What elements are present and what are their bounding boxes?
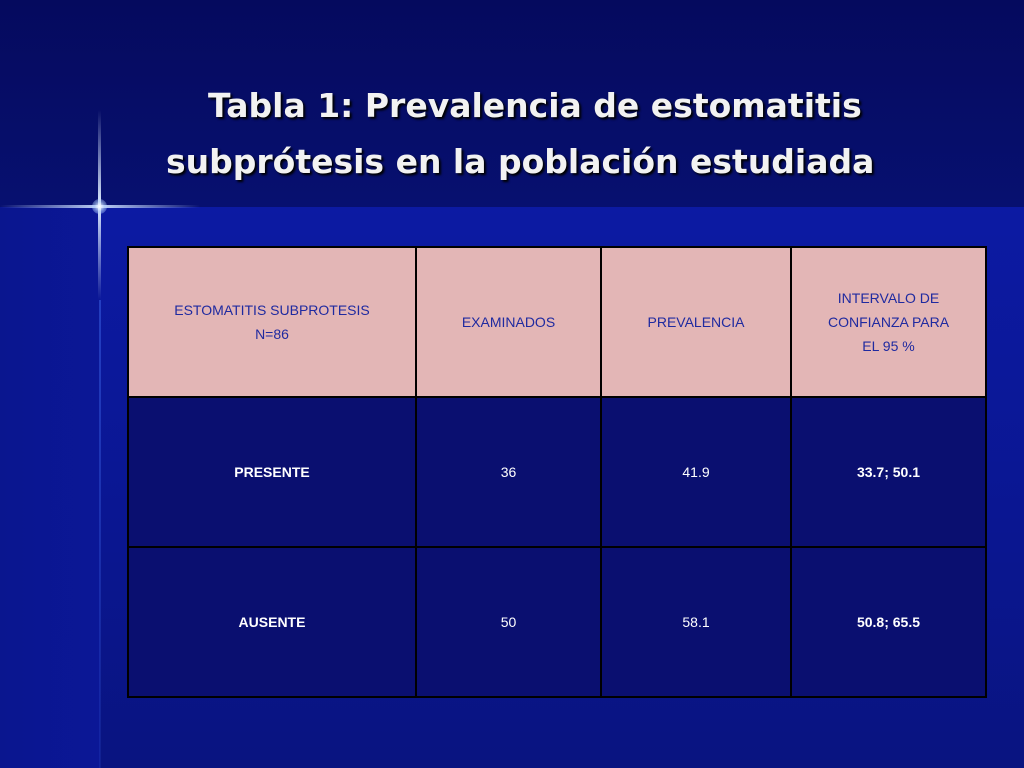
table-row: PRESENTE 36 41.9 33.7; 50.1 [127, 396, 987, 548]
header-text: CONFIANZA PARA [827, 314, 950, 330]
slide-background-top [0, 0, 1024, 207]
header-text: EL 95 % [862, 338, 915, 354]
intervalo-cell: 33.7; 50.1 [790, 396, 987, 548]
slide-title-line-2: subprótesis en la población estudiada [166, 142, 875, 181]
intervalo-cell: 50.8; 65.5 [790, 546, 987, 698]
table-row: AUSENTE 50 58.1 50.8; 65.5 [127, 546, 987, 698]
header-text: EXAMINADOS [461, 314, 556, 330]
examinados-cell: 36 [415, 396, 602, 548]
row-label-cell: PRESENTE [127, 396, 417, 548]
prevalencia-cell: 58.1 [600, 546, 792, 698]
table-header-row: ESTOMATITIS SUBPROTESIS N=86 EXAMINADOS … [127, 246, 987, 398]
row-label-cell: AUSENTE [127, 546, 417, 698]
prevalencia-cell: 41.9 [600, 396, 792, 548]
slide-title: Tabla 1: Prevalencia de estomatitis subp… [150, 78, 940, 190]
slide-background-left [0, 207, 100, 768]
slide-title-line-1: Tabla 1: Prevalencia de estomatitis [208, 86, 862, 125]
header-text: N=86 [255, 326, 289, 342]
header-cell-examinados: EXAMINADOS [415, 246, 602, 398]
decorative-edge-line [99, 300, 101, 768]
examinados-cell: 50 [415, 546, 602, 698]
header-text: INTERVALO DE [837, 290, 940, 306]
header-cell-estomatitis: ESTOMATITIS SUBPROTESIS N=86 [127, 246, 417, 398]
prevalence-table: ESTOMATITIS SUBPROTESIS N=86 EXAMINADOS … [127, 246, 987, 698]
sparkle-star-icon [92, 199, 107, 214]
header-text: ESTOMATITIS SUBPROTESIS [174, 302, 370, 318]
header-cell-intervalo: INTERVALO DE CONFIANZA PARA EL 95 % [790, 246, 987, 398]
header-cell-prevalencia: PREVALENCIA [600, 246, 792, 398]
header-text: PREVALENCIA [647, 314, 745, 330]
